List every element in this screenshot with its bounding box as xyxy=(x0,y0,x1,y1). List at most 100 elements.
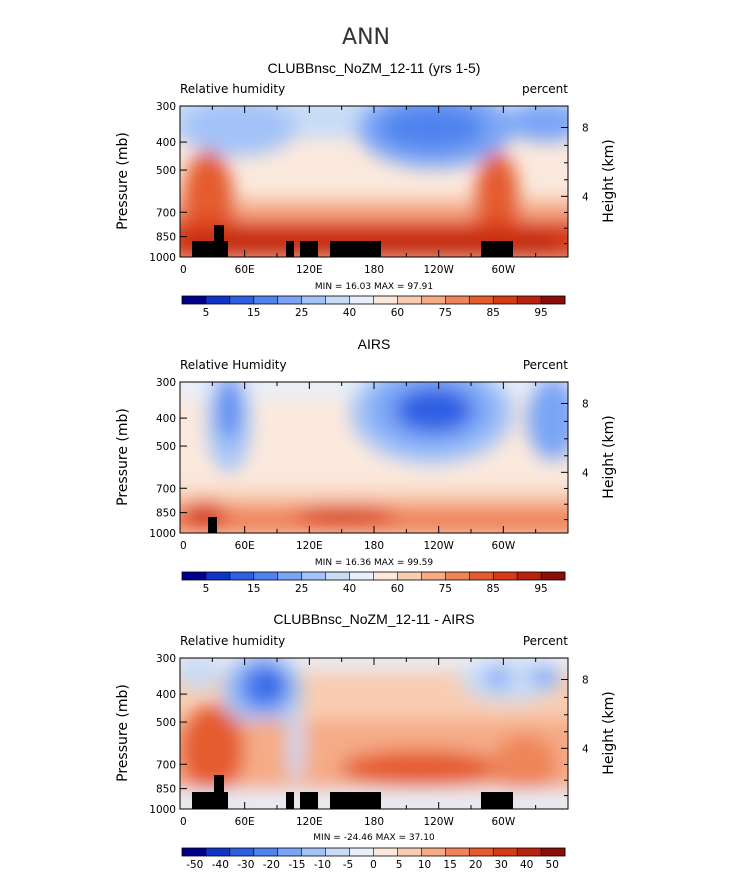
pressure-tick-label: 400 xyxy=(156,137,176,149)
pressure-tick-label: 700 xyxy=(156,759,176,771)
land-block xyxy=(192,241,214,257)
pressure-tick-label: 300 xyxy=(156,377,176,389)
colorbar-swatch xyxy=(253,848,279,856)
height-tick-label: 8 xyxy=(582,674,589,686)
colorbar-label: 15 xyxy=(247,583,260,595)
colorbar-swatch xyxy=(373,848,398,856)
colorbar-swatch xyxy=(493,848,518,856)
field-patch xyxy=(219,382,239,440)
colorbar-swatch xyxy=(445,848,470,856)
panel-title: CLUBBnsc_NoZM_12-11 (yrs 1-5) xyxy=(268,60,481,76)
pressure-axis: 300 400 500 700 850 1000 8 4 xyxy=(149,653,589,816)
colorbar-swatch xyxy=(397,572,422,580)
colorbar-swatch xyxy=(421,848,446,856)
field-label: Relative humidity xyxy=(180,82,285,96)
colorbar-swatch xyxy=(301,296,326,304)
colorbar-swatch xyxy=(229,848,255,856)
height-axis-label: Height (km) xyxy=(601,691,617,774)
land-block xyxy=(192,792,214,809)
height-tick-label: 8 xyxy=(582,398,589,410)
field-patch xyxy=(527,382,568,460)
colorbar-swatch xyxy=(277,848,302,856)
height-tick-label: 8 xyxy=(582,122,589,134)
colorbar-swatch xyxy=(517,296,542,304)
colorbar-label: 5 xyxy=(203,583,210,595)
field-patch xyxy=(486,668,510,688)
colorbar-swatch xyxy=(469,572,494,580)
colorbar-label: 60 xyxy=(391,583,404,595)
longitude-axis: 0 60E 120E 180 120W 60W xyxy=(179,382,569,552)
longitude-tick-label: 180 xyxy=(364,816,384,828)
colorbar-label: -15 xyxy=(288,859,305,871)
colorbar: 5 15 25 40 60 75 85 95 xyxy=(181,295,566,319)
colorbar-label: 75 xyxy=(439,583,452,595)
longitude-tick-label: 180 xyxy=(364,264,384,276)
colorbar-swatch xyxy=(397,848,422,856)
colorbar-swatch xyxy=(421,572,446,580)
colorbar-label: -20 xyxy=(263,859,280,871)
colorbar-swatch xyxy=(493,296,518,304)
colorbar-swatch xyxy=(397,296,422,304)
panel-3: CLUBBnsc_NoZM_12-11 - AIRS Relative humi… xyxy=(115,611,617,871)
colorbar-swatch xyxy=(469,296,494,304)
height-axis-label: Height (km) xyxy=(601,139,617,222)
units-label: percent xyxy=(522,82,568,96)
colorbar-swatch xyxy=(445,572,470,580)
colorbar-label: 25 xyxy=(295,307,308,319)
field-patch xyxy=(507,106,568,142)
min-max-label: MIN = 16.36 MAX = 99.59 xyxy=(315,558,433,568)
colorbar-label: 15 xyxy=(247,307,260,319)
land-block xyxy=(481,792,513,809)
colorbar-swatch xyxy=(229,296,255,304)
field-patch xyxy=(180,658,220,690)
longitude-axis: 0 60E 120E 180 120W 60W xyxy=(179,106,569,276)
colorbar-label: 75 xyxy=(439,307,452,319)
land-block xyxy=(330,241,381,257)
land-block xyxy=(224,241,228,257)
colorbar-swatch xyxy=(541,848,566,856)
longitude-tick-label: 120W xyxy=(423,816,454,828)
land-block xyxy=(286,241,294,257)
pressure-axis: 300 400 500 700 850 1000 8 4 xyxy=(149,377,589,540)
panel-title: AIRS xyxy=(358,336,391,352)
height-tick-label: 4 xyxy=(582,743,589,755)
pressure-tick-label: 1000 xyxy=(149,528,176,540)
min-max-label: MIN = -24.46 MAX = 37.10 xyxy=(313,833,435,843)
colorbar-swatch xyxy=(205,848,231,856)
field-patch xyxy=(256,672,280,696)
colorbar-label: 85 xyxy=(487,583,500,595)
longitude-tick-label: 180 xyxy=(364,540,384,552)
colorbar-label: -30 xyxy=(237,859,254,871)
colorbar-label: 95 xyxy=(534,583,547,595)
colorbar-label: 5 xyxy=(396,859,403,871)
colorbar-swatch xyxy=(253,572,279,580)
longitude-tick-label: 120W xyxy=(423,540,454,552)
pressure-tick-label: 850 xyxy=(156,232,176,244)
colorbar-label: 20 xyxy=(469,859,482,871)
field-patch xyxy=(396,388,472,432)
colorbar-swatch xyxy=(277,572,302,580)
colorbar-swatch xyxy=(182,572,207,580)
field-patch xyxy=(340,750,500,786)
pressure-axis-label: Pressure (mb) xyxy=(115,684,131,782)
field-patch xyxy=(531,666,559,686)
land-block xyxy=(300,241,318,257)
colorbar-label: 95 xyxy=(534,307,547,319)
colorbar-label: 5 xyxy=(203,307,210,319)
land-block xyxy=(214,225,224,257)
colorbar-swatch xyxy=(517,572,542,580)
longitude-tick-label: 120E xyxy=(296,816,323,828)
height-tick-label: 4 xyxy=(582,467,589,479)
land-block xyxy=(286,792,294,809)
height-axis-label: Height (km) xyxy=(601,415,617,498)
pressure-axis-label: Pressure (mb) xyxy=(115,408,131,506)
units-label: Percent xyxy=(523,634,568,648)
pressure-tick-label: 300 xyxy=(156,101,176,113)
colorbar-swatch xyxy=(182,296,207,304)
longitude-tick-label: 120E xyxy=(296,264,323,276)
field-label: Relative Humidity xyxy=(180,358,287,372)
longitude-tick-label: 60E xyxy=(235,264,255,276)
field-patch xyxy=(183,501,227,529)
field-patch xyxy=(180,106,296,156)
